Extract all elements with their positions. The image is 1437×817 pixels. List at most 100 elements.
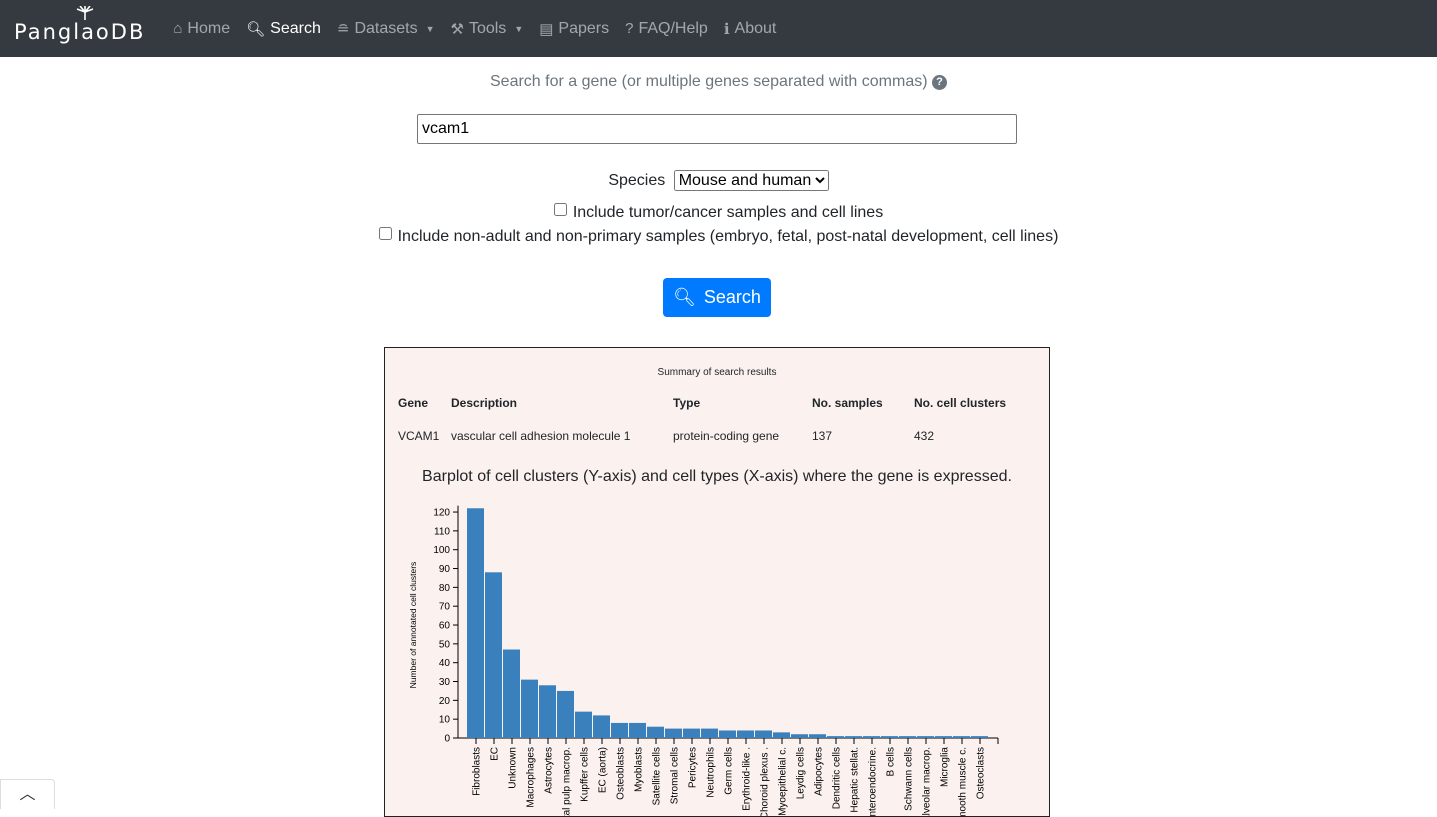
- header-clusters: No. cell clusters: [914, 396, 1007, 410]
- y-tick-label: 40: [439, 658, 451, 669]
- y-tick-label: 120: [433, 508, 450, 519]
- nav-label: About: [734, 19, 777, 37]
- y-tick-label: 60: [439, 621, 451, 632]
- bar: [809, 734, 826, 738]
- x-tick-label: Astrocytes: [544, 747, 555, 794]
- x-tick-label: Myoepithelial c.: [778, 747, 789, 816]
- bar: [845, 736, 862, 738]
- bar: [629, 722, 646, 738]
- home-icon: ⌂: [173, 20, 183, 37]
- nonadult-row: Include non-adult and non-primary sample…: [0, 227, 1437, 246]
- x-tick-label: Enteroendocrine.: [868, 747, 879, 817]
- y-tick-label: 10: [439, 715, 451, 726]
- navbar: PanglaoDB ⌂ Home 🔍︎ Search ≘ Datasets ▼ ⚒ Tools ▼…: [0, 0, 1437, 57]
- bar: [539, 685, 556, 738]
- nav-search[interactable]: 🔍︎ Search: [246, 20, 321, 38]
- x-tick-label: Choroid plexus .: [760, 747, 771, 817]
- y-tick-label: 50: [439, 639, 451, 650]
- gene-link[interactable]: VCAM1: [398, 429, 440, 443]
- cell-clusters: 432: [914, 429, 935, 443]
- x-tick-label: Smooth muscle c.: [958, 747, 969, 817]
- x-tick-label: Fibroblasts: [472, 747, 483, 796]
- x-tick-label: EC (aorta): [598, 747, 609, 793]
- prompt-text: Search for a gene (or multiple genes sep…: [490, 73, 928, 90]
- caret-down-icon: ▼: [425, 23, 435, 34]
- bar: [485, 572, 502, 738]
- header-type: Type: [673, 396, 701, 410]
- bar: [521, 679, 538, 738]
- x-tick-label: Germ cells: [724, 747, 735, 795]
- caret-down-icon: ▼: [514, 23, 524, 34]
- bar: [665, 728, 682, 738]
- bar: [881, 736, 898, 738]
- y-tick-label: 20: [439, 696, 451, 707]
- bar: [935, 736, 952, 738]
- species-label: Species: [608, 172, 666, 189]
- x-tick-label: Kupffer cells: [580, 747, 591, 802]
- nav-label: Tools: [468, 19, 507, 37]
- x-tick-label: Erythroid-like .: [742, 747, 753, 811]
- header-samples: No. samples: [812, 396, 883, 410]
- bar: [917, 736, 934, 738]
- brand-logo[interactable]: PanglaoDB: [14, 5, 146, 44]
- results-panel: Summary of search results Gene Descripti…: [384, 347, 1050, 817]
- nav-label: Datasets: [354, 19, 418, 37]
- x-tick-label: B cells: [886, 747, 897, 776]
- y-tick-label: 70: [439, 602, 451, 613]
- bar: [611, 722, 628, 738]
- cell-description: vascular cell adhesion molecule 1: [451, 429, 631, 443]
- bar: [719, 730, 736, 738]
- x-tick-label: Dental pulp macrop.: [562, 747, 573, 817]
- x-tick-label: Satellite cells: [652, 747, 663, 805]
- nav-papers[interactable]: ▤ Papers: [539, 20, 609, 38]
- question-icon: ?: [625, 20, 634, 37]
- header-description: Description: [451, 396, 518, 410]
- newspaper-icon: ▤: [539, 20, 554, 38]
- header-gene: Gene: [398, 396, 429, 410]
- nav-about[interactable]: ℹ About: [724, 20, 777, 38]
- nav-label: FAQ/Help: [638, 19, 708, 37]
- brand-text: PanglaoDB: [14, 19, 146, 44]
- x-tick-label: Neutrophils: [706, 747, 717, 798]
- nav-datasets[interactable]: ≘ Datasets ▼: [337, 20, 435, 38]
- nonadult-checkbox[interactable]: [378, 227, 392, 240]
- barplot: 0 10 20 30 40 50 60 70 80 90 100 110 120 Number of an…: [408, 505, 999, 817]
- x-tick-label: EC: [490, 747, 501, 761]
- cell-samples: 137: [812, 429, 833, 443]
- bar: [647, 726, 664, 738]
- summary-title: Summary of search results: [657, 367, 777, 378]
- species-row: Species Mouse and human: [0, 170, 1437, 191]
- search-button-label: Search: [703, 287, 761, 307]
- hammer-icon: ⚒: [450, 20, 464, 38]
- bar: [683, 728, 700, 738]
- bar: [737, 730, 754, 738]
- bar: [467, 508, 484, 738]
- x-tick-label: Osteoblasts: [616, 747, 627, 800]
- nav-faqhelp[interactable]: ? FAQ/Help: [625, 20, 708, 38]
- bar: [863, 736, 880, 738]
- x-tick-label: Schwann cells: [904, 747, 915, 811]
- x-tick-label: Osteoclasts: [976, 747, 987, 799]
- nav-label: Papers: [558, 19, 610, 37]
- bar: [899, 736, 916, 738]
- bar: [593, 715, 610, 738]
- nav-tools[interactable]: ⚒ Tools ▼: [451, 20, 524, 38]
- species-select[interactable]: Mouse and human: [673, 170, 829, 191]
- tumor-row: Include tumor/cancer samples and cell li…: [0, 203, 1437, 222]
- help-icon[interactable]: ?: [932, 75, 947, 90]
- bar: [953, 736, 970, 738]
- nav-home[interactable]: ⌂ Home: [173, 20, 230, 38]
- y-tick-label: 0: [444, 734, 450, 745]
- x-tick-label: Leydig cells: [796, 747, 807, 799]
- collapse-tab[interactable]: ︿: [0, 779, 55, 809]
- bar: [971, 736, 988, 738]
- tumor-checkbox[interactable]: [553, 203, 567, 216]
- x-tick-label: Macrophages: [526, 747, 537, 808]
- search-button[interactable]: 🔍︎ Search: [663, 278, 771, 317]
- x-tick-label: Myoblasts: [634, 747, 645, 792]
- gene-search-input[interactable]: [417, 114, 1017, 144]
- search-icon: 🔍︎: [673, 287, 696, 307]
- x-tick-label: Microglia: [940, 747, 951, 787]
- search-prompt: Search for a gene (or multiple genes sep…: [0, 73, 1437, 91]
- search-icon: 🔍︎: [246, 20, 266, 38]
